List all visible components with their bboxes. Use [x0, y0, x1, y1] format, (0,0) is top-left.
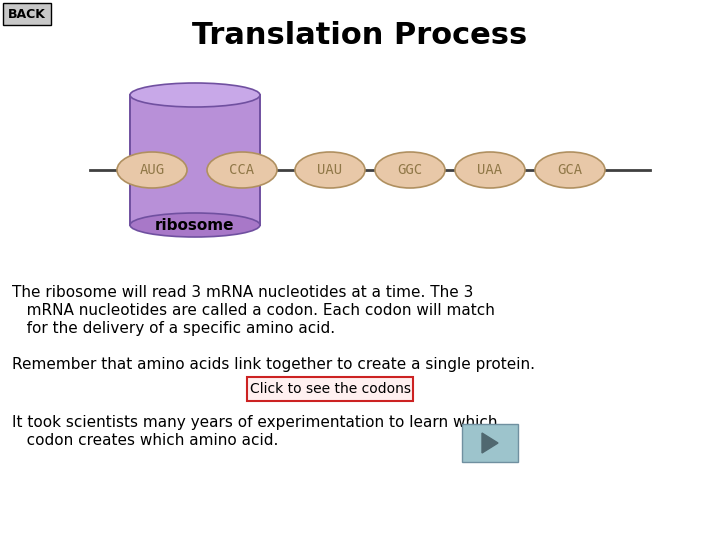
Text: Click to see the codons: Click to see the codons — [250, 382, 410, 396]
Text: GGC: GGC — [397, 163, 423, 177]
Text: mRNA nucleotides are called a codon. Each codon will match: mRNA nucleotides are called a codon. Eac… — [12, 303, 495, 318]
Ellipse shape — [207, 152, 277, 188]
Text: for the delivery of a specific amino acid.: for the delivery of a specific amino aci… — [12, 321, 335, 336]
Text: Translation Process: Translation Process — [192, 21, 528, 50]
Text: codon creates which amino acid.: codon creates which amino acid. — [12, 433, 279, 448]
Text: UAA: UAA — [477, 163, 503, 177]
Ellipse shape — [455, 152, 525, 188]
Text: UAU: UAU — [318, 163, 343, 177]
Text: BACK: BACK — [8, 8, 46, 21]
Text: Remember that amino acids link together to create a single protein.: Remember that amino acids link together … — [12, 357, 535, 372]
Ellipse shape — [535, 152, 605, 188]
Text: It took scientists many years of experimentation to learn which: It took scientists many years of experim… — [12, 415, 498, 430]
Text: The ribosome will read 3 mRNA nucleotides at a time. The 3: The ribosome will read 3 mRNA nucleotide… — [12, 285, 473, 300]
Text: CCA: CCA — [230, 163, 255, 177]
Ellipse shape — [130, 213, 260, 237]
Polygon shape — [482, 433, 498, 453]
Text: AUG: AUG — [140, 163, 165, 177]
Text: GCA: GCA — [557, 163, 582, 177]
Ellipse shape — [130, 83, 260, 107]
FancyBboxPatch shape — [247, 377, 413, 401]
Ellipse shape — [375, 152, 445, 188]
Ellipse shape — [295, 152, 365, 188]
Ellipse shape — [117, 152, 187, 188]
Bar — [130, 95, 260, 225]
FancyBboxPatch shape — [3, 3, 51, 25]
Text: ribosome: ribosome — [156, 218, 235, 233]
FancyBboxPatch shape — [462, 424, 518, 462]
